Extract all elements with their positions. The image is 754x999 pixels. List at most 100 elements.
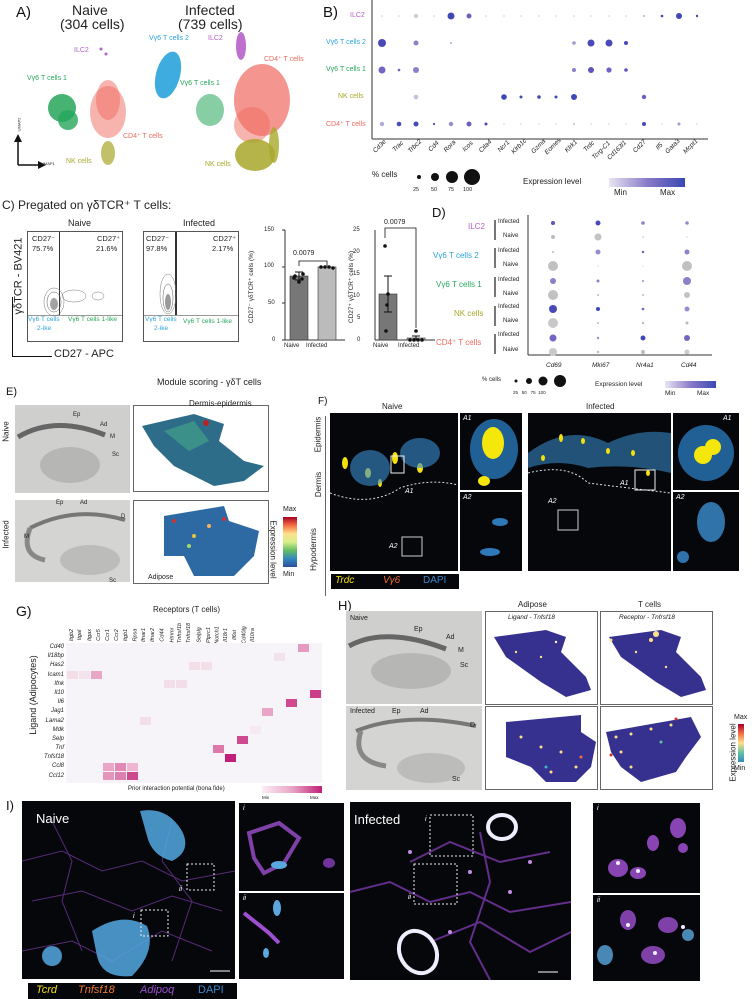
h-ann-ep: Ep (414, 626, 423, 633)
ligand-label: Cd40 (49, 644, 64, 650)
umap-scatter (14, 32, 290, 171)
ligand-label: Il18bp (47, 653, 64, 660)
h-inf-ann-sc: Sc (452, 776, 461, 783)
umap1-label: UMAP1 (41, 161, 55, 166)
e-colorbar (283, 517, 297, 567)
f-layer-dermis: Dermis (314, 471, 324, 498)
bar2-cat-naive: Naive (373, 343, 389, 349)
d-pct-25: 25 (513, 390, 519, 395)
e-scale-min: Min (283, 571, 295, 578)
legend-pct-75: 75 (448, 187, 455, 193)
flow-y-axis: γδTCR - BV421 (12, 237, 25, 315)
cond-naive: Naive (503, 318, 519, 324)
h-infected-receptor-map (600, 706, 713, 790)
i-legend: Tcrd Tnfsf18 Adipoq DAPI (28, 983, 237, 999)
label-vg6-2-infected: Vγ6 T cells 2 (149, 35, 189, 42)
bar-chart-cd27neg (282, 229, 345, 341)
e-inf-ann-ep: Ep (56, 500, 64, 506)
f-naive-inset-a1-label: A1 (463, 415, 472, 422)
receptor-label: Itgal (77, 629, 84, 641)
naive-q-left: CD27⁻ (32, 234, 56, 243)
panel-c-title: C) Pregated on γδTCR⁺ T cells: (2, 198, 171, 212)
receptor-label: Rpsa (132, 628, 139, 642)
h-ann-ad: Ad (446, 634, 455, 641)
e-naive-tissue (15, 405, 130, 493)
bar1-tick-100: 100 (264, 263, 275, 269)
ligand-label: Ccl12 (48, 772, 64, 779)
e-inf-ann-d: D (121, 514, 126, 520)
flow-x-axis: CD27 - APC (54, 348, 114, 360)
g-legend-gradient (262, 786, 322, 793)
cond-naive: Naive (503, 233, 519, 239)
row-vg6-2: Vγ6 T cells 2 (326, 39, 366, 46)
receptor-label: Il10ra (249, 628, 256, 642)
e-ann-m: M (110, 434, 115, 440)
i-legend-tnfsf18: Tnfsf18 (78, 984, 115, 996)
d-gene-mki67: Mki67 (592, 362, 610, 369)
e-scale-label: Expression level (268, 520, 278, 579)
bar2-cat-infected: Infected (398, 343, 420, 349)
receptor-label: Il6st (232, 629, 239, 641)
bar2-tick-10: 10 (353, 293, 360, 299)
i-legend-tcrd: Tcrd (36, 984, 57, 996)
cond-naive: Naive (503, 291, 519, 297)
row-cd4: CD4⁺ T cells (326, 121, 366, 128)
f-legend-trdc: Trdc (335, 575, 355, 586)
inf-q-left-pct: 97.8% (146, 244, 168, 253)
h-inf-ann-ad: Ad (420, 708, 429, 715)
e-infected-tissue (15, 500, 130, 582)
bar1-tick-150: 150 (264, 227, 275, 233)
d-gene-cd69: Cd69 (546, 362, 562, 369)
h-receptor-label: Receptor - Tnfrsf18 (619, 614, 675, 621)
i-inf-inset-ii-label: ii (597, 897, 601, 904)
f-layer-hypodermis: Hypodermis (308, 528, 318, 571)
i-inf-mark-i: i (425, 816, 427, 823)
e-ann-ep: Ep (73, 412, 81, 418)
d-group-ilc2: ILC2 (468, 222, 485, 231)
cond-infected: Infected (498, 332, 520, 338)
f-naive-inset-a2-label: A2 (463, 494, 472, 501)
d-pct-100: 100 (538, 390, 546, 395)
h-ligand-label: Ligand - Tnfsf18 (508, 614, 555, 621)
label-nk-naive: NK cells (66, 158, 92, 165)
receptor-label: Tnfrsf1b (177, 622, 184, 644)
naive-gate-vg6-1: Vγ6 T cells 1-like (68, 316, 118, 323)
i-infected-inset-i: i (593, 803, 700, 893)
e-infected-spatial (133, 500, 269, 584)
panel-c-label: C) (2, 198, 15, 212)
d-group-vg6-1: Vγ6 T cells 1 (436, 280, 482, 289)
e-row-infected: Infected (1, 520, 11, 549)
e-callout-adipose: Adipose (148, 574, 174, 581)
d-pct-50: 50 (521, 390, 527, 395)
d-pct-75: 75 (530, 390, 536, 395)
cond-infected: Infected (498, 304, 520, 310)
receptor-label: Hmmr (169, 627, 176, 643)
panel-c-heading: Pregated on γδTCR⁺ T cells: (18, 198, 172, 212)
e-naive-spatial (133, 405, 269, 492)
infected-title: Infected (185, 2, 235, 18)
ligand-label: Tnf (55, 745, 64, 752)
h-col-adipose: Adipose (518, 600, 547, 609)
inf-gate-vg6-2: Vγ6 T cells (145, 316, 177, 323)
h-ann-sc: Sc (460, 662, 469, 669)
flow-plot-infected (143, 231, 239, 342)
bar1-tick-0: 0 (272, 337, 276, 343)
f-legend: Trdc Vγ6 DAPI (331, 574, 459, 589)
ligand-label: Tnfsf18 (43, 754, 64, 761)
i-infected-inset-ii: ii (593, 895, 700, 981)
d-group-vg6-2: Vγ6 T cells 2 (433, 251, 479, 260)
receptor-label: Ccr5 (95, 629, 102, 641)
dotplot-d (527, 215, 712, 356)
h-naive-tissue: Naive (346, 611, 482, 704)
f-inf-a2-mark: A2 (548, 498, 557, 505)
g-legend-label: Prior interaction potential (bona fide) (128, 786, 225, 792)
legend-pct-25: 25 (413, 187, 420, 193)
d-expr-gradient (665, 381, 716, 388)
h-scale-max: Max (734, 714, 748, 721)
h-naive-ligand-map: Ligand - Tnfsf18 (485, 611, 598, 705)
d-legend-min: Min (665, 390, 676, 397)
bar2-tick-15: 15 (353, 271, 360, 277)
receptor-label: Ptprc1 (205, 627, 212, 643)
h-naive-receptor-map: Receptor - Tnfrsf18 (600, 611, 713, 705)
ligand-label: Mdk (52, 726, 64, 733)
